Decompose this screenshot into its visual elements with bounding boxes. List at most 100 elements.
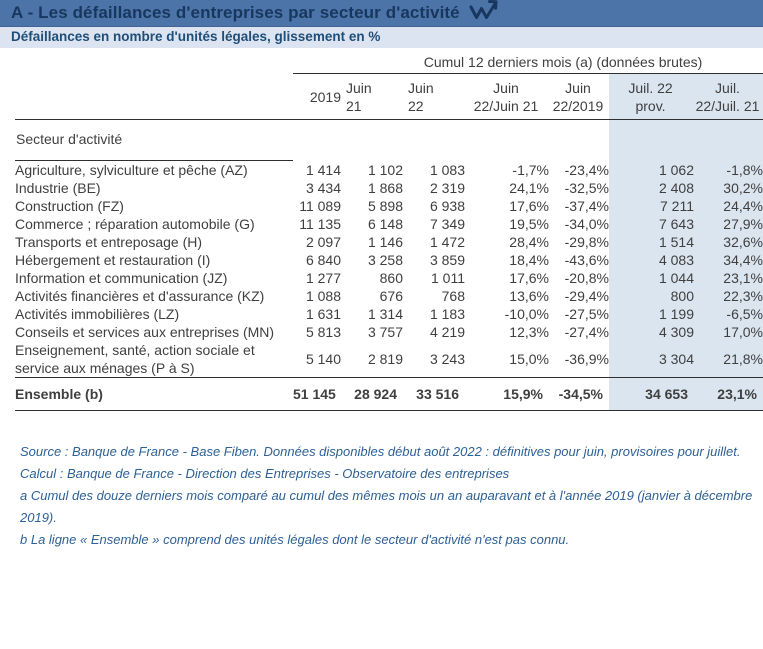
table-cell: 11 089	[299, 198, 341, 214]
table-cell: 5 140	[305, 351, 341, 367]
row-label: Industrie (BE)	[15, 180, 101, 196]
row-label: Activités financières et d'assurance (KZ…	[15, 288, 265, 304]
table-cell: -27,4%	[564, 324, 609, 340]
table-cell: -6,5%	[694, 305, 763, 323]
table-cell: 6 840	[305, 252, 341, 268]
table-cell: -36,9%	[564, 351, 609, 367]
table-cell: 24,1%	[509, 180, 549, 196]
table-cell: 15,0%	[509, 351, 549, 367]
table-cell: 7 349	[429, 216, 465, 232]
table-cell: -10,0%	[504, 306, 549, 322]
table-cell: 4 219	[429, 324, 465, 340]
col-header-juin22-2019: Juin 22/2019	[549, 73, 609, 120]
table-cell: 1 011	[431, 270, 465, 286]
col-header-juin-21: Juin 21	[341, 73, 403, 120]
table-cell: -1,8%	[694, 160, 763, 179]
table-row: Agriculture, sylviculture et pêche (AZ) …	[15, 160, 763, 179]
table-cell: -34,5%	[549, 377, 609, 411]
table-cell: 5 898	[367, 198, 403, 214]
table-cell: 7 643	[609, 215, 694, 233]
table-cell: 1 146	[367, 234, 403, 250]
empty-cell	[293, 120, 609, 161]
table-cell: 2 408	[609, 179, 694, 197]
col-header-juin22-juin21: Juin 22/Juin 21	[465, 73, 549, 120]
row-label: Conseils et services aux entreprises (MN…	[15, 324, 275, 340]
table-cell: 51 145	[293, 377, 341, 411]
table-cell: 34 653	[609, 377, 694, 411]
table-row: Hébergement et restauration (I) 6 840 3 …	[15, 251, 763, 269]
row-label: Transports et entreposage (H)	[15, 234, 203, 250]
table-cell: 1 062	[609, 160, 694, 179]
table-cell: 1 102	[367, 161, 403, 178]
table-cell: 3 243	[429, 351, 465, 367]
table-cell: 1 414	[305, 161, 341, 178]
table-cell: 15,9%	[465, 377, 549, 411]
table-cell: 13,6%	[509, 288, 549, 304]
table-cell: 17,0%	[694, 323, 763, 341]
table-cell: 23,1%	[694, 377, 763, 411]
table-cell: 33 516	[403, 377, 465, 411]
row-header-label: Secteur d'activité	[15, 119, 293, 161]
footnote-source: Source : Banque de France - Base Fiben. …	[20, 444, 741, 459]
table-cell: 1 514	[609, 233, 694, 251]
table-cell: -32,5%	[564, 180, 609, 196]
table-cell: 27,9%	[694, 215, 763, 233]
table-cell: 800	[609, 287, 694, 305]
total-row-label: Ensemble (b)	[15, 377, 293, 411]
table-cell: 6 938	[429, 198, 465, 214]
footnote-calcul: Calcul : Banque de France - Direction de…	[20, 466, 510, 481]
group-header: Cumul 12 derniers mois (a) (données brut…	[293, 54, 763, 74]
table-row: Transports et entreposage (H) 2 097 1 14…	[15, 233, 763, 251]
section-title-bar: A - Les défaillances d'entreprises par s…	[0, 0, 763, 27]
row-header-row: Secteur d'activité	[15, 119, 763, 161]
table-subtitle: Défaillances en nombre d'unités légales,…	[0, 27, 763, 48]
row-label: Hébergement et restauration (I)	[15, 252, 211, 268]
table-cell: 1 044	[609, 269, 694, 287]
table-cell: 17,6%	[509, 270, 549, 286]
row-label: Activités immobilières (LZ)	[15, 306, 180, 322]
table-cell: -1,7%	[512, 161, 549, 178]
page-title: A - Les défaillances d'entreprises par s…	[11, 3, 460, 22]
row-label: Information et communication (JZ)	[15, 270, 228, 286]
col-header-juil22-juil21: Juil. 22/Juil. 21	[694, 73, 763, 120]
col-header-juil22-prov: Juil. 22 prov.	[609, 73, 694, 120]
table-row: Conseils et services aux entreprises (MN…	[15, 323, 763, 341]
row-label: Construction (FZ)	[15, 198, 124, 214]
table-cell: 32,6%	[694, 233, 763, 251]
table-cell: 1 083	[429, 161, 465, 178]
table-cell: 11 135	[299, 216, 341, 232]
table-cell: 2 819	[367, 351, 403, 367]
table-row: Activités immobilières (LZ) 1 631 1 314 …	[15, 305, 763, 323]
table-cell: 3 757	[367, 324, 403, 340]
footnote-a: a Cumul des douze derniers mois comparé …	[20, 488, 753, 525]
group-header-row: Cumul 12 derniers mois (a) (données brut…	[15, 54, 763, 74]
table-cell: 1 183	[429, 306, 465, 322]
table-cell: 3 859	[429, 252, 465, 268]
total-row: Ensemble (b) 51 145 28 924 33 516 15,9% …	[15, 377, 763, 411]
table-cell: 860	[379, 270, 403, 286]
table-row: Industrie (BE) 3 434 1 868 2 319 24,1% -…	[15, 179, 763, 197]
table-row: Construction (FZ) 11 089 5 898 6 938 17,…	[15, 197, 763, 215]
empty-cell	[15, 54, 293, 74]
table-cell: 3 434	[305, 180, 341, 196]
table-cell: 1 277	[305, 270, 341, 286]
table-cell: 2 319	[429, 180, 465, 196]
table-cell: 30,2%	[694, 179, 763, 197]
table-cell: 1 199	[609, 305, 694, 323]
table-cell: 768	[441, 288, 465, 304]
table-cell: 18,4%	[509, 252, 549, 268]
table-cell: 19,5%	[509, 216, 549, 232]
table-cell: 1 631	[305, 306, 341, 322]
table-cell: -23,4%	[564, 161, 609, 178]
row-label: Agriculture, sylviculture et pêche (AZ)	[15, 162, 248, 178]
table-cell: 34,4%	[694, 251, 763, 269]
table-cell: 17,6%	[509, 198, 549, 214]
trend-chart-arrow-icon[interactable]	[469, 0, 498, 25]
table-cell: 24,4%	[694, 197, 763, 215]
empty-cell	[15, 73, 293, 120]
table-cell: 5 813	[305, 324, 341, 340]
table-cell: -43,6%	[564, 252, 609, 268]
col-header-juin-22: Juin 22	[403, 73, 465, 120]
column-header-row: 2019 Juin 21 Juin 22 Juin 22/Juin 21 Jui…	[15, 73, 763, 120]
